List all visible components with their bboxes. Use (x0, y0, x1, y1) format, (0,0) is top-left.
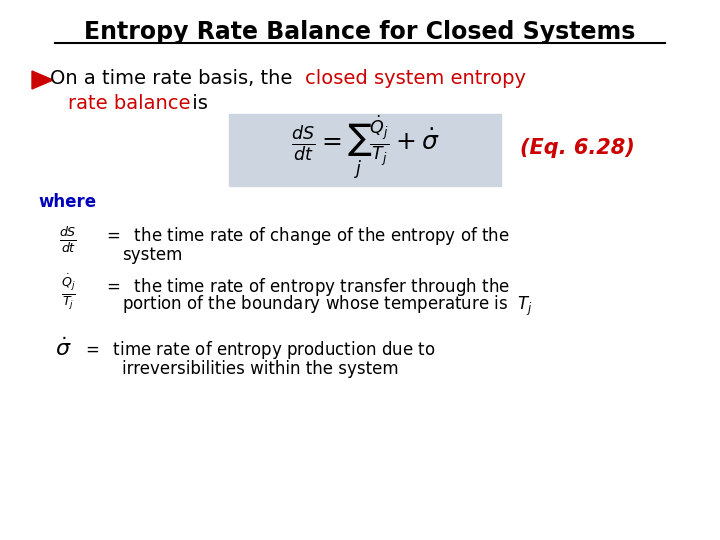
Text: where: where (38, 193, 96, 211)
Text: $=$  time rate of entropy production due to: $=$ time rate of entropy production due … (82, 339, 436, 361)
Text: Entropy Rate Balance for Closed Systems: Entropy Rate Balance for Closed Systems (84, 20, 636, 44)
Text: system: system (122, 246, 182, 264)
Text: (Eq. 6.28): (Eq. 6.28) (520, 138, 635, 158)
Text: $\dot{\sigma}$: $\dot{\sigma}$ (55, 339, 71, 361)
Text: $=$  the time rate of entropy transfer through the: $=$ the time rate of entropy transfer th… (103, 276, 510, 298)
Text: closed system entropy: closed system entropy (305, 69, 526, 87)
Text: portion of the boundary whose temperature is  $T_j$: portion of the boundary whose temperatur… (122, 294, 533, 318)
Text: rate balance: rate balance (68, 94, 191, 113)
Text: $\frac{dS}{dt}$: $\frac{dS}{dt}$ (59, 225, 77, 255)
Text: On a time rate basis, the: On a time rate basis, the (50, 69, 299, 87)
Text: is: is (186, 94, 208, 113)
Text: $=$  the time rate of change of the entropy of the: $=$ the time rate of change of the entro… (103, 225, 510, 247)
FancyBboxPatch shape (228, 114, 501, 186)
Text: irreversibilities within the system: irreversibilities within the system (122, 360, 399, 378)
Text: $\frac{\dot{Q}_j}{T_j}$: $\frac{\dot{Q}_j}{T_j}$ (60, 272, 76, 312)
Polygon shape (32, 71, 53, 89)
Text: $\frac{dS}{dt} = \sum_j \frac{\dot{Q}_j}{T_j} + \dot{\sigma}$: $\frac{dS}{dt} = \sum_j \frac{\dot{Q}_j}… (291, 113, 439, 183)
